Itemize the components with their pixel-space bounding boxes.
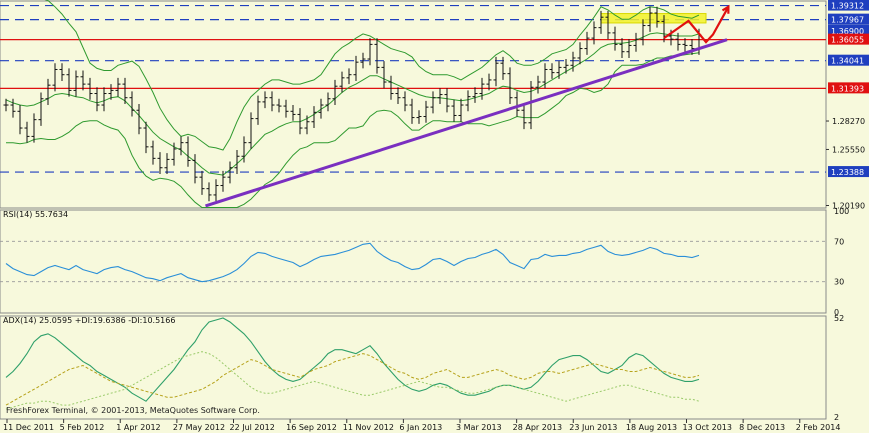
adx-panel [0, 315, 827, 420]
adx-tick-label: 2 [834, 413, 839, 422]
bollinger-middle-band [5, 32, 700, 176]
main-price-panel [0, 0, 827, 209]
date-tick-label: 11 Nov 2012 [343, 423, 394, 432]
support-trendline [205, 38, 728, 208]
date-tick-label: 16 Sep 2012 [286, 423, 337, 432]
adx-line [5, 317, 700, 402]
price-level-badge [828, 33, 869, 45]
price-level-badge [828, 0, 869, 11]
date-tick-label: 6 Jan 2013 [399, 423, 442, 432]
price-level-badge [828, 13, 869, 25]
price-level-label: 1.36900 [831, 27, 864, 36]
date-tick-label: 3 Mar 2013 [456, 423, 502, 432]
adx-tick-label: 52 [834, 314, 844, 323]
minus-di-line [5, 351, 700, 410]
price-level-label: 1.36055 [831, 36, 864, 45]
rsi-label: RSI(14) 55.7634 [3, 210, 69, 219]
price-tick-label: 1.28270 [832, 117, 865, 126]
rsi-tick-label: 70 [834, 237, 844, 246]
date-tick-label: 1 Apr 2012 [116, 423, 160, 432]
date-tick-label: 18 Aug 2013 [626, 423, 677, 432]
price-tick-label: 1.20190 [832, 201, 865, 210]
rsi-tick-label: 30 [834, 278, 844, 287]
date-tick-label: 28 Apr 2013 [513, 423, 562, 432]
date-tick-label: 13 Oct 2013 [683, 423, 732, 432]
adx-frame [0, 315, 827, 420]
projection-arrow-path [663, 6, 730, 44]
rsi-frame [0, 209, 827, 314]
date-tick-label: 22 Jul 2012 [230, 423, 275, 432]
date-tick-label: 5 Feb 2012 [60, 423, 105, 432]
price-level-label: 1.23388 [831, 168, 864, 177]
date-tick-label: 8 Dec 2013 [739, 423, 785, 432]
price-level-badge [828, 82, 869, 94]
date-tick-label: 2 Feb 2014 [796, 423, 841, 432]
price-level-label: 1.31393 [831, 84, 864, 93]
main-frame [0, 0, 827, 209]
price-level-badge [828, 24, 869, 36]
bollinger-upper-band [44, 0, 700, 151]
rsi-tick-label: 0 [834, 308, 839, 317]
rsi-panel [0, 209, 827, 314]
price-level-label: 1.34041 [831, 57, 864, 66]
plus-di-line [5, 353, 700, 406]
axes: 1.28270 1.25550 1.20190 1.39312 1.37967 1.369… [3, 0, 869, 432]
copyright-text: FreshForex Terminal, © 2001-2013, MetaQu… [6, 406, 260, 415]
projection-arrow-head [721, 4, 730, 14]
price-level-label: 1.37967 [831, 16, 864, 25]
date-tick-label: 11 Dec 2011 [3, 423, 54, 432]
rsi-tick-label: 100 [834, 207, 849, 216]
date-tick-label: 23 Jun 2013 [569, 423, 617, 432]
price-tick-label: 1.25550 [832, 145, 865, 154]
price-level-badge [828, 54, 869, 66]
price-level-badge [828, 166, 869, 178]
date-tick-label: 27 May 2012 [173, 423, 225, 432]
price-level-label: 1.39312 [831, 2, 864, 11]
rsi-line [5, 242, 700, 283]
adx-label: ADX(14) 25.0595 +DI:19.6386 -DI:10.5166 [3, 316, 176, 325]
bollinger-lower-band [6, 52, 700, 208]
